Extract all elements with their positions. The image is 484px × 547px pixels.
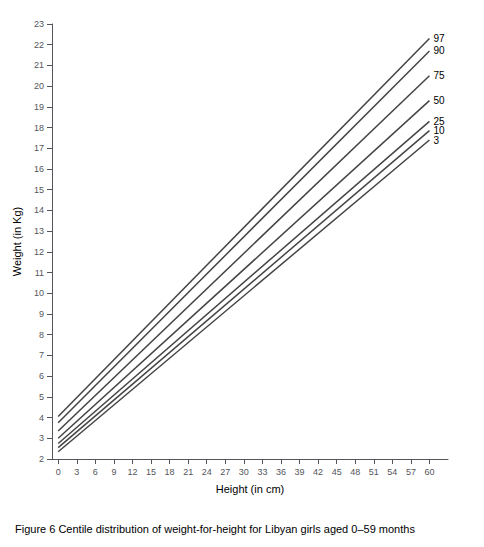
svg-text:17: 17: [34, 143, 44, 153]
svg-text:12: 12: [127, 467, 137, 477]
svg-text:7: 7: [39, 350, 44, 360]
svg-text:13: 13: [34, 226, 44, 236]
svg-text:6: 6: [39, 371, 44, 381]
svg-text:24: 24: [202, 467, 212, 477]
svg-text:39: 39: [294, 467, 304, 477]
svg-text:23: 23: [34, 19, 44, 29]
svg-text:12: 12: [34, 247, 44, 257]
svg-text:15: 15: [146, 467, 156, 477]
svg-text:54: 54: [387, 467, 397, 477]
svg-text:16: 16: [34, 164, 44, 174]
svg-text:21: 21: [183, 467, 193, 477]
svg-text:8: 8: [39, 330, 44, 340]
svg-text:3: 3: [39, 433, 44, 443]
svg-text:21: 21: [34, 60, 44, 70]
svg-text:19: 19: [34, 102, 44, 112]
svg-text:Weight (in Kg): Weight (in Kg): [11, 207, 23, 277]
svg-text:6: 6: [93, 467, 98, 477]
svg-text:27: 27: [220, 467, 230, 477]
svg-text:60: 60: [424, 467, 434, 477]
svg-text:9: 9: [111, 467, 116, 477]
svg-text:5: 5: [39, 392, 44, 402]
svg-text:3: 3: [433, 135, 439, 146]
svg-text:97: 97: [433, 33, 445, 44]
svg-text:51: 51: [369, 467, 379, 477]
svg-text:22: 22: [34, 40, 44, 50]
svg-text:18: 18: [165, 467, 175, 477]
svg-text:4: 4: [39, 413, 44, 423]
svg-text:Height (in cm): Height (in cm): [216, 483, 284, 495]
svg-text:15: 15: [34, 185, 44, 195]
svg-text:45: 45: [332, 467, 342, 477]
svg-text:48: 48: [350, 467, 360, 477]
svg-text:18: 18: [34, 123, 44, 133]
svg-text:75: 75: [433, 70, 445, 81]
svg-text:33: 33: [257, 467, 267, 477]
svg-text:Figure 6 Centile distribution: Figure 6 Centile distribution of weight-…: [15, 523, 415, 535]
svg-text:14: 14: [34, 205, 44, 215]
svg-text:10: 10: [34, 288, 44, 298]
svg-text:20: 20: [34, 81, 44, 91]
svg-text:90: 90: [433, 45, 445, 56]
svg-text:2: 2: [39, 454, 44, 464]
svg-text:9: 9: [39, 309, 44, 319]
svg-text:11: 11: [35, 268, 44, 278]
svg-text:30: 30: [239, 467, 249, 477]
svg-text:10: 10: [433, 125, 445, 137]
svg-text:42: 42: [313, 467, 323, 477]
svg-text:36: 36: [276, 467, 286, 477]
svg-text:50: 50: [433, 95, 445, 106]
svg-text:0: 0: [56, 467, 61, 477]
svg-text:25: 25: [433, 115, 445, 127]
svg-text:3: 3: [74, 467, 79, 477]
svg-text:57: 57: [406, 467, 416, 477]
